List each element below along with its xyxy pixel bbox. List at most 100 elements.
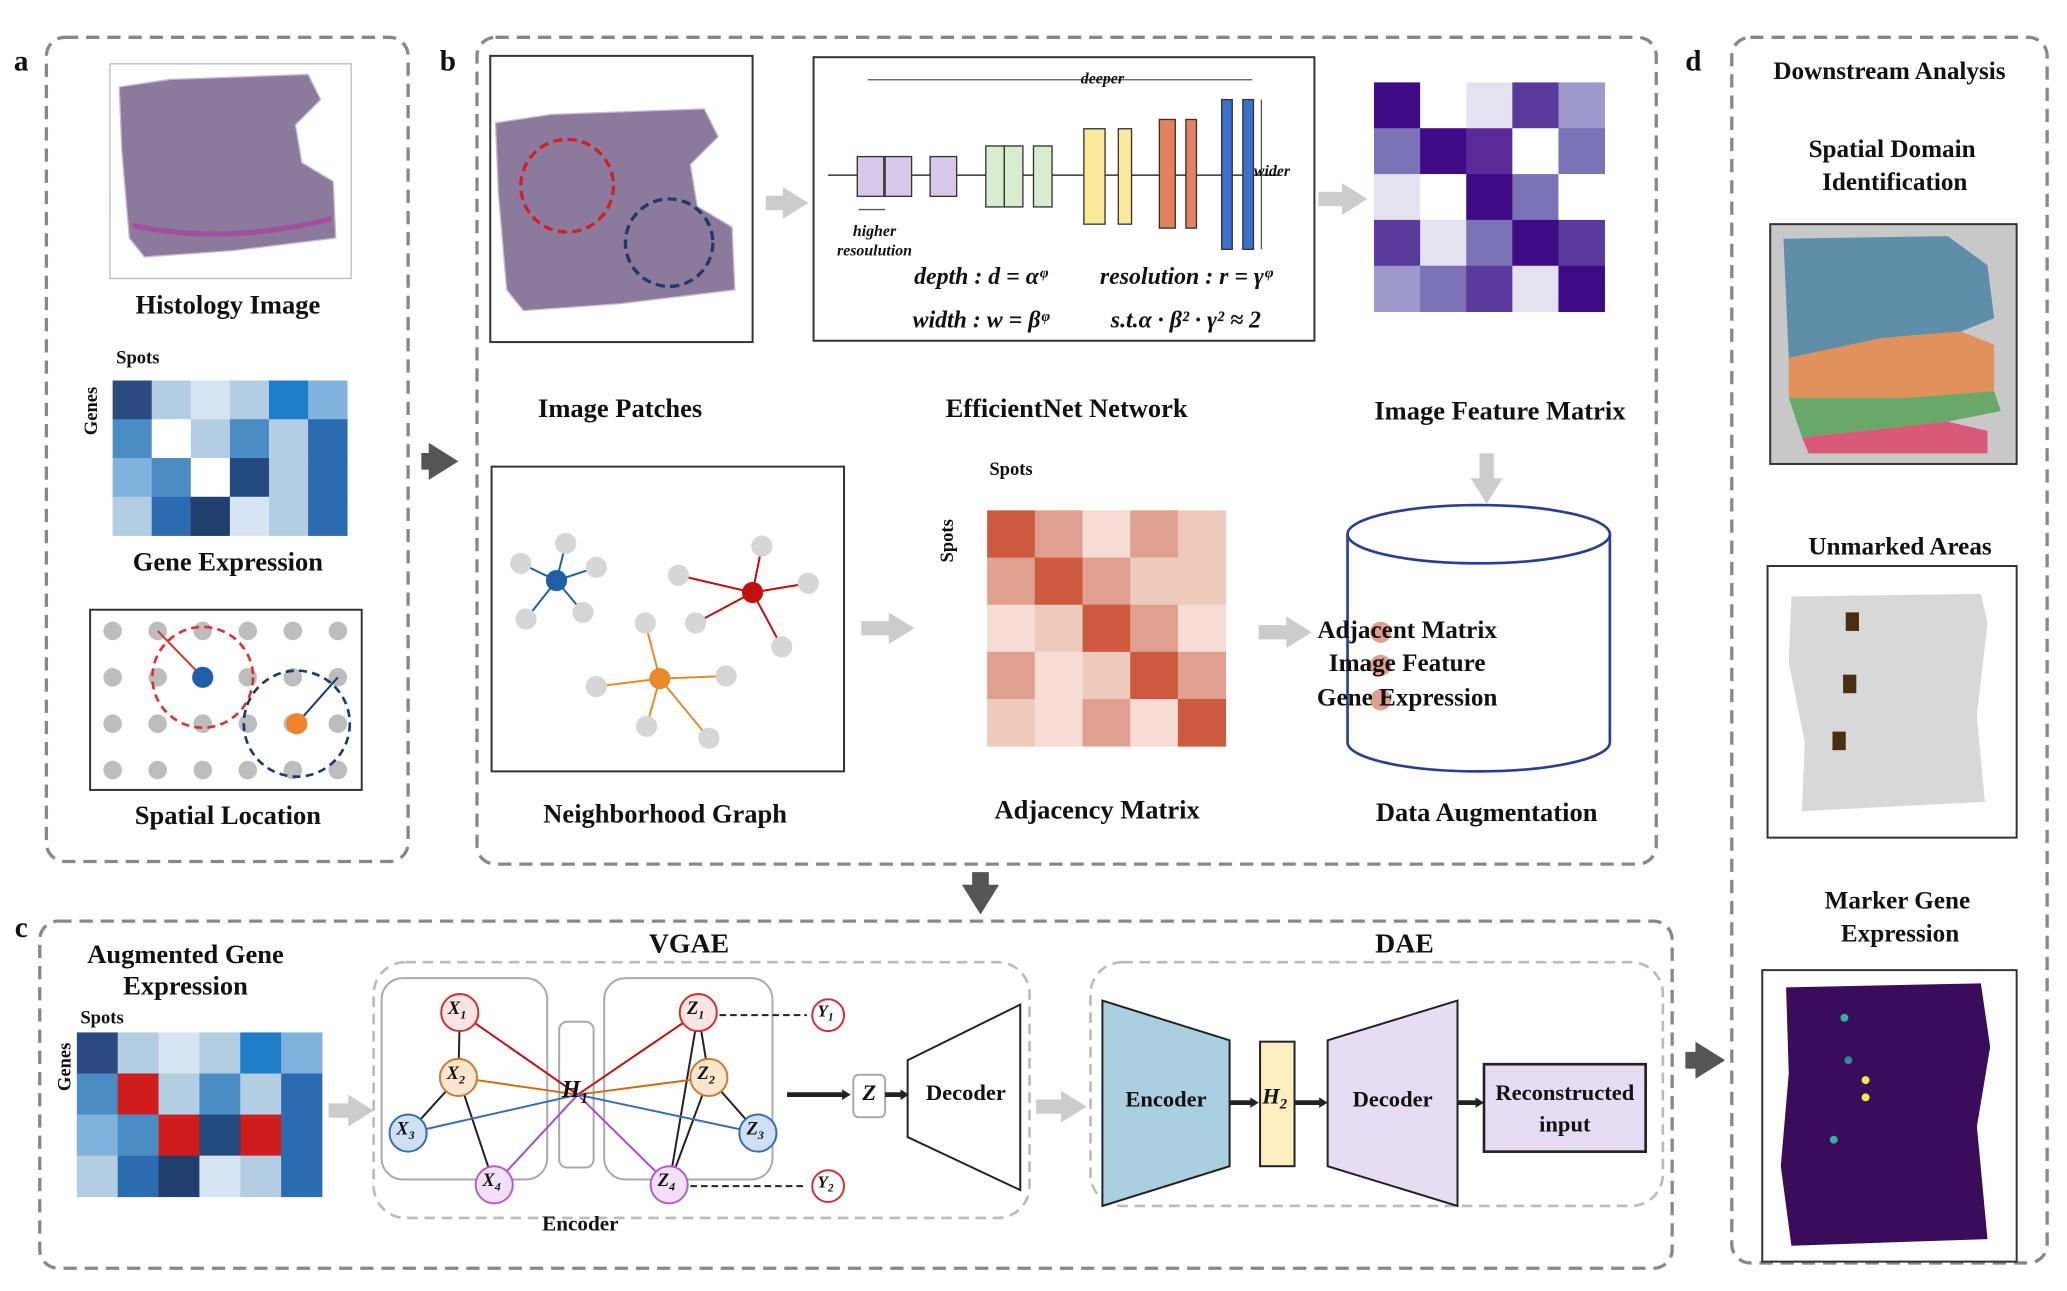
spot-center [286, 713, 308, 735]
spot [193, 760, 212, 780]
node-label: H2 [1261, 1084, 1287, 1113]
node-subscript: 4 [494, 1179, 501, 1193]
edge [156, 630, 204, 678]
node-symbol: H [561, 1077, 582, 1103]
matrix-cell [1512, 128, 1559, 175]
spot-center [192, 666, 214, 688]
neighborhood [151, 625, 255, 729]
node-label: Z1 [686, 998, 704, 1021]
label: DAE [1375, 929, 1434, 960]
label: Decoder [926, 1080, 1006, 1105]
patch [519, 137, 616, 234]
tissue-image [118, 73, 337, 258]
node-subscript: 1 [460, 1007, 466, 1021]
node-label: Z4 [657, 1170, 675, 1193]
matrix-cell [1034, 604, 1083, 653]
label: Reconstructed [1495, 1080, 1634, 1105]
graph-node [634, 612, 656, 634]
dashed-panel [44, 35, 410, 864]
domain [1788, 331, 1995, 398]
matrix-cell [1420, 265, 1467, 312]
matrix-cell [158, 1073, 200, 1115]
matrix-cell [1512, 82, 1559, 129]
spot [283, 621, 303, 641]
arrow [1470, 453, 1503, 504]
node-subscript: 2 [1279, 1097, 1287, 1113]
graph-node [751, 535, 773, 557]
matrix-cell [268, 458, 309, 498]
arrow [1258, 616, 1312, 649]
graph-frame [490, 465, 846, 773]
layer-block [1158, 118, 1176, 229]
edge [659, 677, 710, 739]
matrix-cell [1466, 219, 1513, 267]
matrix-cell [229, 496, 270, 536]
graph-node [585, 556, 607, 578]
matrix-cell [76, 1155, 119, 1198]
label: Identification [1822, 169, 1967, 196]
matrix-cell [1466, 265, 1513, 312]
unmarked-area [1832, 731, 1846, 751]
unmarked-area [1843, 674, 1857, 694]
dashed-panel [1730, 35, 2049, 1265]
matrix-cell [987, 699, 1036, 747]
image-frame [489, 54, 754, 344]
matrix-cell [158, 1032, 200, 1074]
edge [577, 1011, 699, 1096]
matrix-cell [1558, 174, 1605, 221]
image-frame [1766, 565, 2018, 839]
layer-block [1083, 128, 1106, 225]
layer-block [1032, 145, 1053, 208]
expression-map [1780, 983, 1991, 1246]
label: Spots [989, 459, 1032, 480]
spot [283, 760, 303, 780]
label: Spatial Domain [1809, 136, 1976, 163]
graph-node [572, 601, 594, 623]
matrix-cell [987, 510, 1036, 558]
matrix-cell [1466, 128, 1513, 175]
label: Encoder [542, 1212, 619, 1236]
node-subscript: 2 [458, 1072, 465, 1086]
h-frame [558, 1020, 595, 1169]
matrix-cell [1420, 82, 1467, 129]
spot [238, 760, 258, 780]
node-symbol: X [481, 1170, 495, 1191]
label: Z [861, 1080, 876, 1105]
label: input [1539, 1112, 1591, 1137]
database-top [1346, 503, 1612, 565]
graph-node [667, 564, 689, 586]
node-subscript: 1 [828, 1011, 834, 1023]
arrow [1457, 1097, 1484, 1108]
location-frame [89, 608, 363, 791]
matrix-cell [1558, 265, 1605, 312]
graph-center [742, 581, 764, 604]
matrix-cell [1082, 604, 1131, 653]
matrix-cell [1374, 174, 1421, 221]
node-symbol: Z [746, 1119, 758, 1140]
encoder-frame [380, 977, 549, 1181]
formula: s.t.α · β² · γ² ≈ 2 [1110, 308, 1261, 334]
matrix-cell [199, 1032, 241, 1074]
tissue-map [1788, 593, 1988, 812]
formula: depth : d = αᵠ [914, 264, 1049, 290]
matrix-cell [151, 458, 192, 498]
layer-block [985, 145, 1006, 208]
matrix-cell [76, 1114, 119, 1157]
node-subscript: 2 [827, 1182, 834, 1194]
edge [678, 574, 753, 594]
node-subscript: 3 [408, 1128, 415, 1142]
matrix-cell [190, 496, 231, 536]
matrix-cell [1466, 174, 1513, 221]
expression-spot [1829, 1135, 1838, 1144]
node-subscript: 1 [580, 1090, 588, 1107]
unmarked-area [1845, 612, 1859, 631]
matrix-cell [1512, 265, 1559, 312]
graph-center [649, 668, 671, 690]
label: Expression [123, 971, 248, 1001]
layer-block [1185, 118, 1198, 229]
patch [623, 197, 715, 289]
matrix-cell [1420, 219, 1467, 267]
edge [596, 677, 660, 688]
matrix-cell [1034, 651, 1083, 700]
label: EfficientNet Network [946, 393, 1188, 423]
